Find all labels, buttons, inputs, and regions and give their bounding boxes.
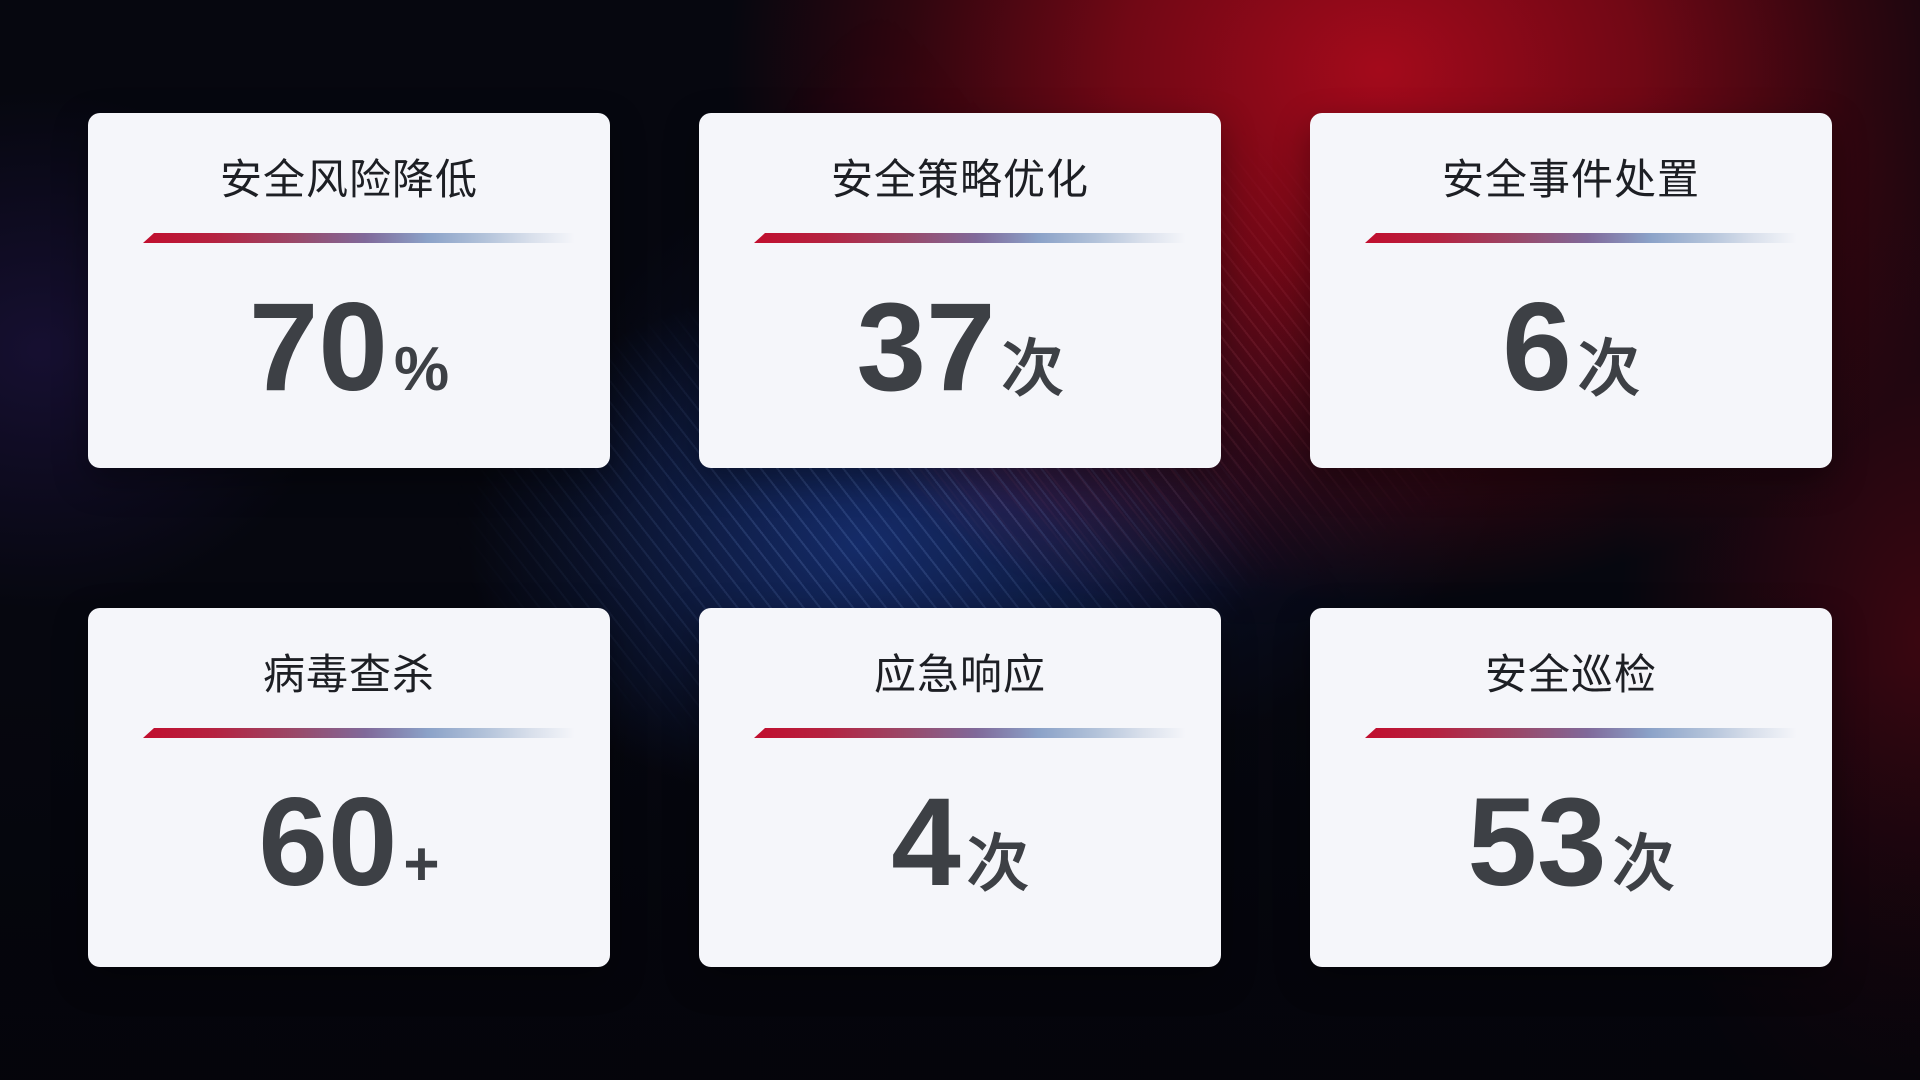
stat-card-risk-reduction: 安全风险降低 70 % (88, 113, 610, 468)
stat-group: 70 % (88, 285, 610, 410)
stat-card-security-inspection: 安全巡检 53 次 (1310, 608, 1832, 967)
stat-group: 6 次 (1310, 285, 1832, 410)
stat-card-virus-scan: 病毒查杀 60 + (88, 608, 610, 967)
stat-unit: + (403, 830, 440, 899)
stat-card-policy-optimization: 安全策略优化 37 次 (699, 113, 1221, 468)
stat-unit: 次 (1612, 830, 1675, 899)
gradient-divider (143, 233, 588, 243)
stat-unit: 次 (1001, 335, 1064, 404)
card-title: 病毒查杀 (262, 651, 435, 698)
stat-value: 60 (258, 773, 398, 912)
stat-value: 4 (891, 773, 961, 912)
gradient-divider (1365, 728, 1810, 738)
stat-unit: % (393, 335, 450, 404)
stat-value: 37 (856, 278, 996, 417)
stat-unit: 次 (1577, 335, 1640, 404)
stat-unit: 次 (966, 830, 1029, 899)
card-title: 安全事件处置 (1441, 156, 1700, 203)
card-title: 安全风险降低 (219, 156, 478, 203)
stat-group: 4 次 (699, 780, 1221, 905)
card-title: 应急响应 (873, 651, 1046, 698)
card-title: 安全策略优化 (830, 156, 1089, 203)
stat-value: 70 (248, 278, 388, 417)
gradient-divider (754, 233, 1199, 243)
gradient-divider (1365, 233, 1810, 243)
stats-grid: 安全风险降低 70 % 安全策略优化 37 次 安全事件处置 6 次 病毒查杀 … (88, 113, 1832, 967)
stat-card-emergency-response: 应急响应 4 次 (699, 608, 1221, 967)
stat-value: 6 (1502, 278, 1572, 417)
stat-value: 53 (1467, 773, 1607, 912)
card-title: 安全巡检 (1484, 651, 1657, 698)
gradient-divider (754, 728, 1199, 738)
gradient-divider (143, 728, 588, 738)
stat-group: 60 + (88, 780, 610, 905)
stat-group: 53 次 (1310, 780, 1832, 905)
stat-card-incident-handling: 安全事件处置 6 次 (1310, 113, 1832, 468)
stat-group: 37 次 (699, 285, 1221, 410)
